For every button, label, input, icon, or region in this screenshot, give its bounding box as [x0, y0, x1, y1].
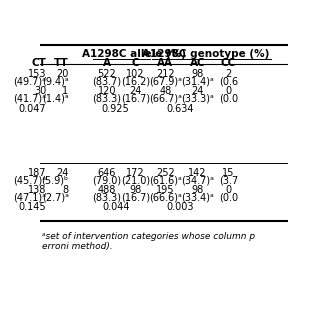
Text: CT: CT	[31, 58, 46, 68]
Text: (0.0: (0.0	[219, 94, 238, 104]
Text: 24: 24	[129, 86, 142, 96]
Text: 0.044: 0.044	[102, 202, 129, 212]
Text: 30: 30	[34, 86, 46, 96]
Text: erroni method).: erroni method).	[43, 242, 113, 251]
Text: 522: 522	[98, 69, 116, 79]
Text: (61.6)ᵃ: (61.6)ᵃ	[149, 175, 182, 185]
Text: 0.634: 0.634	[166, 104, 194, 114]
Text: 0.925: 0.925	[102, 104, 130, 114]
Text: (3.7: (3.7	[219, 175, 238, 185]
Text: C: C	[132, 58, 139, 68]
Text: (45.7)ᵃ: (45.7)ᵃ	[13, 175, 46, 185]
Text: 0: 0	[225, 185, 232, 195]
Text: 0: 0	[225, 86, 232, 96]
Text: ᵃset of intervention categories whose column p: ᵃset of intervention categories whose co…	[43, 232, 256, 241]
Text: 102: 102	[126, 69, 145, 79]
Text: 488: 488	[98, 185, 116, 195]
Text: 138: 138	[28, 185, 46, 195]
Text: 212: 212	[156, 69, 174, 79]
Text: (33.3)ᵃ: (33.3)ᵃ	[181, 94, 214, 104]
Text: 48: 48	[159, 86, 172, 96]
Text: (66.6)ᵃ: (66.6)ᵃ	[149, 192, 182, 203]
Text: (0.0: (0.0	[219, 192, 238, 203]
Text: (34.7)ᵃ: (34.7)ᵃ	[181, 175, 214, 185]
Text: 0.047: 0.047	[19, 104, 46, 114]
Text: A1298C genotype (%): A1298C genotype (%)	[142, 50, 270, 60]
Text: 24: 24	[191, 86, 204, 96]
Text: 2: 2	[225, 69, 232, 79]
Text: (2.7)ᵃ: (2.7)ᵃ	[42, 192, 68, 203]
Text: 98: 98	[191, 185, 204, 195]
Text: AC: AC	[190, 58, 205, 68]
Text: (5.9)ᵇ: (5.9)ᵇ	[41, 175, 68, 185]
Text: A: A	[103, 58, 111, 68]
Text: 98: 98	[191, 69, 204, 79]
Text: 1: 1	[62, 86, 68, 96]
Text: 24: 24	[56, 168, 68, 178]
Text: (1.4)ᵃ: (1.4)ᵃ	[42, 94, 68, 104]
Text: (83.3): (83.3)	[92, 192, 122, 203]
Text: (21.0): (21.0)	[121, 175, 150, 185]
Text: 20: 20	[56, 69, 68, 79]
Text: (33.4)ᵃ: (33.4)ᵃ	[181, 192, 214, 203]
Text: 8: 8	[62, 185, 68, 195]
Text: CC: CC	[221, 58, 236, 68]
Text: (41.7)ᵃ: (41.7)ᵃ	[13, 94, 46, 104]
Text: 195: 195	[156, 185, 174, 195]
Text: (79.0): (79.0)	[92, 175, 122, 185]
Text: 252: 252	[156, 168, 175, 178]
Text: AA: AA	[157, 58, 173, 68]
Text: (16.2): (16.2)	[121, 76, 150, 87]
Text: A1298C allele (%): A1298C allele (%)	[82, 50, 186, 60]
Text: 142: 142	[188, 168, 207, 178]
Text: (16.7): (16.7)	[121, 192, 150, 203]
Text: 98: 98	[129, 185, 142, 195]
Text: (16.7): (16.7)	[121, 94, 150, 104]
Text: 120: 120	[98, 86, 116, 96]
Text: (9.4)ᵃ: (9.4)ᵃ	[42, 76, 68, 87]
Text: 0.003: 0.003	[166, 202, 194, 212]
Text: 187: 187	[28, 168, 46, 178]
Text: 15: 15	[222, 168, 235, 178]
Text: 153: 153	[28, 69, 46, 79]
Text: (31.4)ᵃ: (31.4)ᵃ	[181, 76, 214, 87]
Text: (83.7): (83.7)	[92, 76, 122, 87]
Text: 172: 172	[126, 168, 145, 178]
Text: (49.7)ᵃ: (49.7)ᵃ	[13, 76, 46, 87]
Text: TT: TT	[54, 58, 68, 68]
Text: (83.3): (83.3)	[92, 94, 122, 104]
Text: 646: 646	[98, 168, 116, 178]
Text: 0.145: 0.145	[19, 202, 46, 212]
Text: (67.9)ᵃ: (67.9)ᵃ	[149, 76, 182, 87]
Text: (47.1)ᵃ: (47.1)ᵃ	[13, 192, 46, 203]
Text: (0.6: (0.6	[219, 76, 238, 87]
Text: (66.7)ᵃ: (66.7)ᵃ	[149, 94, 182, 104]
